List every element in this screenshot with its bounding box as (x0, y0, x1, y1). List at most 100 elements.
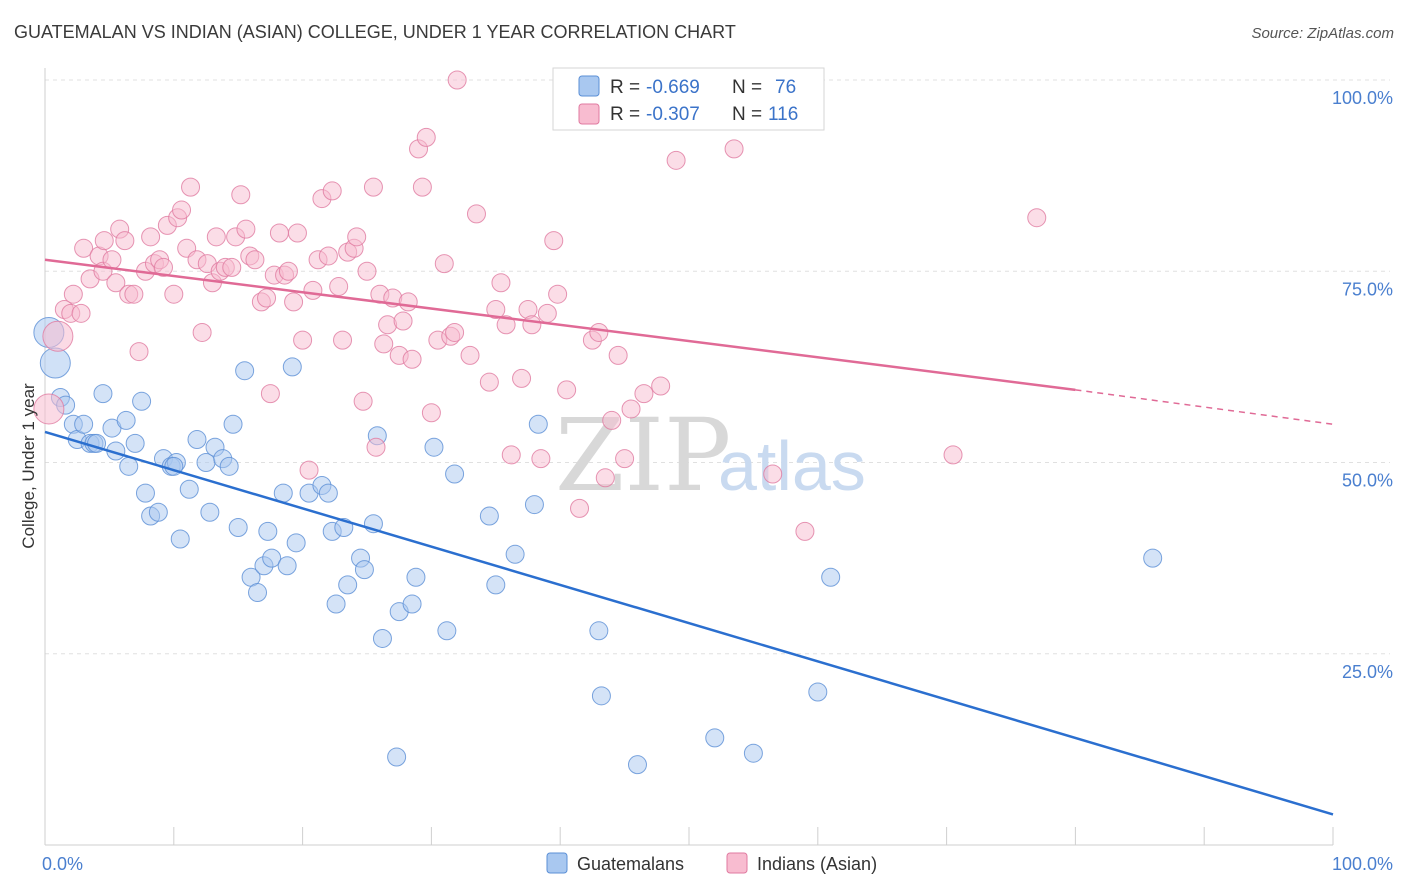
point-guatemalans-9 (93, 384, 113, 404)
point-indians-94 (531, 449, 551, 469)
legend-swatch-guatemalans (578, 75, 600, 97)
point-indians-87 (486, 300, 506, 319)
point-guatemalans-6 (74, 414, 94, 434)
y-tick-label-2: 75.0% (1342, 279, 1393, 299)
x-tick-label-0: 0.0% (42, 854, 83, 874)
bottom-legend: Guatemalans Indians (Asian) (546, 852, 877, 874)
point-guatemalans-59 (437, 621, 457, 641)
point-indians-113 (795, 521, 815, 541)
point-indians-48 (278, 261, 298, 281)
point-indians-41 (245, 250, 265, 270)
point-indians-99 (570, 498, 590, 518)
point-guatemalans-26 (200, 502, 220, 522)
point-indians-86 (479, 372, 499, 392)
point-indians-83 (447, 70, 467, 90)
point-indians-66 (366, 437, 386, 457)
point-indians-98 (557, 380, 577, 400)
point-guatemalans-37 (262, 548, 282, 568)
point-guatemalans-41 (286, 533, 306, 553)
point-indians-24 (164, 284, 184, 304)
chart-title: GUATEMALAN VS INDIAN (ASIAN) COLLEGE, UN… (14, 22, 736, 42)
point-indians-104 (608, 345, 628, 365)
point-guatemalans-55 (402, 594, 422, 614)
point-indians-26 (172, 200, 192, 220)
y-tick-label-3: 100.0% (1332, 88, 1393, 108)
legend-r-value-1: -0.669 (646, 77, 700, 98)
point-indians-4 (63, 284, 83, 304)
point-indians-62 (347, 227, 367, 247)
point-indians-65 (363, 177, 383, 197)
legend-r-value-2: -0.307 (646, 104, 700, 125)
legend-n-value-2: 116 (768, 104, 798, 125)
point-indians-22 (153, 257, 173, 277)
point-indians-44 (260, 384, 280, 404)
point-guatemalans-68 (705, 728, 725, 748)
legend-n-label-2: N = (732, 104, 762, 125)
point-indians-46 (269, 223, 289, 243)
point-guatemalans-50 (354, 560, 374, 580)
point-indians-78 (421, 403, 441, 423)
point-guatemalans-30 (223, 414, 243, 434)
point-indians-33 (206, 227, 226, 247)
point-indians-63 (353, 391, 373, 411)
bottom-legend-label-guatemalans: Guatemalans (577, 854, 684, 874)
point-indians-77 (416, 127, 436, 147)
point-indians-80 (434, 254, 454, 274)
point-indians-85 (466, 204, 486, 224)
y-tick-label-0: 25.0% (1342, 662, 1393, 682)
point-indians-19 (141, 227, 161, 247)
legend: R = -0.669 N = 76 R = -0.307 N = 116 (552, 67, 825, 131)
point-indians-16 (124, 284, 144, 304)
trend-line-indians-extension (1075, 389, 1334, 425)
bottom-legend-swatch-indians (726, 852, 748, 874)
point-guatemalans-39 (277, 556, 297, 576)
legend-n-value-1: 76 (775, 77, 796, 98)
y-tick-labels: 25.0% 50.0% 75.0% 100.0% (1332, 88, 1393, 682)
trend-lines (44, 258, 1334, 816)
point-indians-103 (602, 410, 622, 430)
point-indians-36 (222, 257, 242, 277)
point-indians-52 (299, 460, 319, 480)
point-indians-72 (393, 311, 413, 331)
point-indians-90 (501, 445, 521, 465)
point-indians-56 (318, 246, 338, 266)
point-guatemalans-66 (591, 686, 611, 706)
point-guatemalans-1 (39, 347, 71, 379)
point-indians-1 (42, 320, 74, 352)
point-indians-28 (181, 177, 201, 197)
point-guatemalans-24 (187, 430, 207, 450)
point-guatemalans-70 (808, 682, 828, 702)
y-axis-label: College, Under 1 year (19, 383, 38, 549)
point-indians-57 (322, 181, 342, 201)
point-indians-102 (595, 468, 615, 488)
point-indians-30 (192, 322, 212, 342)
point-indians-109 (651, 376, 671, 396)
point-guatemalans-34 (248, 583, 268, 603)
point-indians-50 (287, 223, 307, 243)
point-indians-115 (1027, 208, 1047, 228)
point-indians-112 (763, 464, 783, 484)
point-guatemalans-31 (228, 518, 248, 538)
axes (44, 68, 1334, 846)
y-tick-label-1: 50.0% (1342, 471, 1393, 491)
point-indians-12 (106, 273, 126, 293)
point-indians-5 (71, 303, 91, 323)
legend-swatch-indians (578, 103, 600, 125)
point-guatemalans-32 (235, 361, 255, 381)
point-indians-89 (496, 315, 516, 335)
legend-r-label-1: R = (610, 77, 640, 98)
point-indians-17 (129, 342, 149, 362)
point-indians-97 (548, 284, 568, 304)
point-guatemalans-48 (338, 575, 358, 595)
point-indians-95 (537, 303, 557, 323)
point-indians-101 (589, 322, 609, 342)
point-indians-73 (398, 292, 418, 312)
point-indians-59 (333, 330, 353, 350)
point-indians-10 (94, 231, 114, 251)
x-tick-label-1: 100.0% (1332, 854, 1393, 874)
point-guatemalans-64 (528, 414, 548, 434)
point-guatemalans-29 (219, 456, 239, 476)
point-indians-107 (634, 384, 654, 404)
point-guatemalans-58 (445, 464, 465, 484)
